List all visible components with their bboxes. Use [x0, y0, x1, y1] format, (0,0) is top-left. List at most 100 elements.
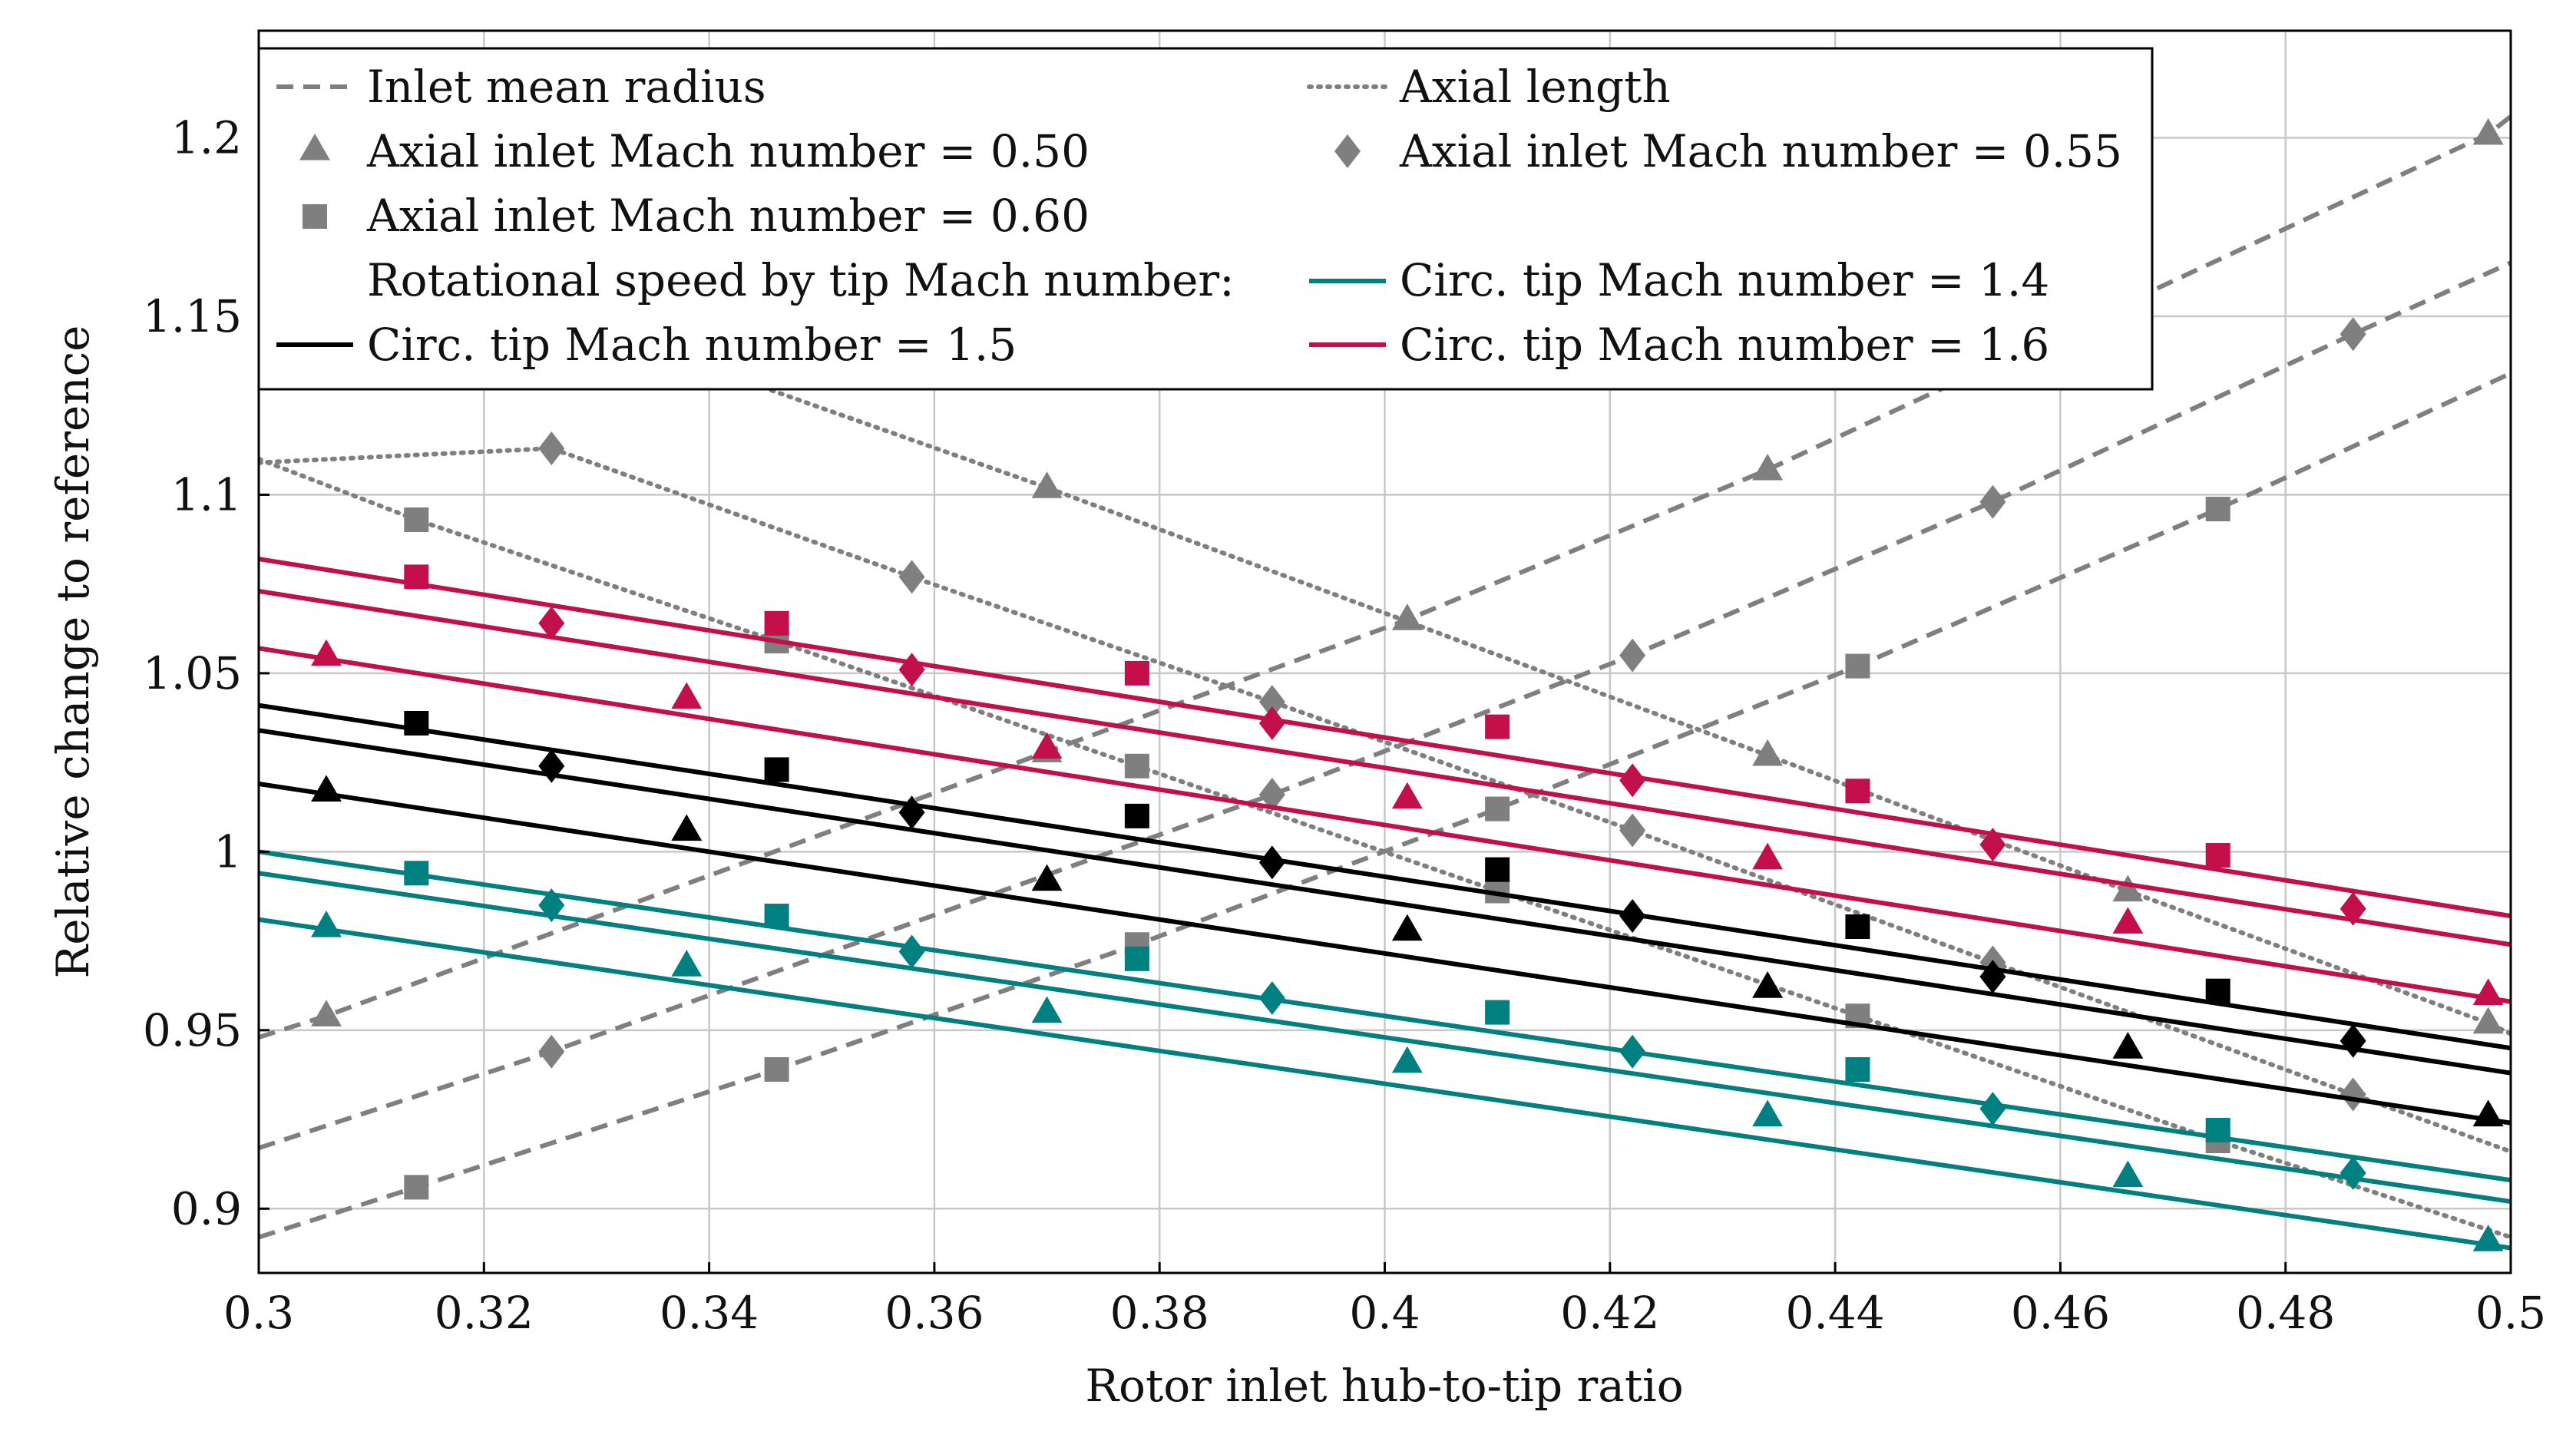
diamond-data-point [1258, 706, 1285, 740]
triangle-data-point [1391, 1046, 1423, 1073]
y-tick-label: 0.9 [171, 1182, 242, 1235]
square-data-point [764, 904, 789, 929]
square-data-point [404, 564, 429, 590]
triangle-data-point [2112, 874, 2144, 902]
square-data-point [2205, 978, 2230, 1003]
series-tip-14-mach-0.55 [259, 871, 2511, 1204]
diamond-data-point [898, 653, 925, 687]
square-data-point [404, 861, 429, 886]
diamond-data-point [1258, 685, 1285, 719]
y-tick-label: 1 [213, 825, 242, 878]
triangle-data-point [2472, 117, 2504, 145]
diamond-data-point [2340, 317, 2366, 352]
square-data-point [1485, 796, 1510, 821]
diamond-data-point [2340, 1077, 2366, 1112]
axis-ticks: 0.3 0.32 0.34 0.36 0.38 0.4 0.42 0.44 0.46 0.48 0.… [143, 111, 2546, 1339]
triangle-data-point [671, 950, 703, 977]
diamond-data-point [1619, 638, 1646, 673]
diamond-data-point [2340, 1155, 2366, 1190]
diamond-data-point [1258, 845, 1285, 880]
square-data-point [1124, 753, 1149, 779]
diamond-data-point [538, 1034, 565, 1069]
triangle-data-point [2112, 1032, 2144, 1059]
triangle-data-point [2472, 1099, 2504, 1127]
diamond-data-point [1258, 777, 1285, 812]
legend-label-tip-15: Circ. tip Mach number = 1.5 [367, 319, 1017, 371]
x-tick-label: 0.34 [660, 1287, 759, 1339]
legend-label-mach-060: Axial inlet Mach number = 0.60 [366, 190, 1090, 242]
y-tick-label: 1.2 [171, 111, 242, 164]
diamond-data-point [538, 749, 565, 783]
series-line [259, 557, 2511, 919]
square-data-point [1124, 946, 1149, 971]
series-line [259, 871, 2511, 1204]
series-tip-14-mach-0.60 [259, 849, 2511, 1183]
triangle-data-point [311, 775, 342, 802]
triangle-data-point [2472, 1007, 2504, 1034]
square-data-point [404, 710, 429, 736]
square-data-point [1485, 1000, 1510, 1025]
x-axis-label: Rotor inlet hub-to-tip ratio [1085, 1360, 1683, 1412]
square-data-point [764, 1056, 789, 1082]
series-tip-16-mach-0.60 [259, 557, 2511, 919]
series-line [259, 728, 2511, 1076]
x-tick-label: 0.32 [435, 1287, 534, 1339]
legend: Inlet mean radius Axial length Axial inl… [257, 47, 2154, 391]
square-data-point [1845, 914, 1870, 940]
triangle-data-point [1752, 453, 1784, 481]
x-tick-label: 0.38 [1110, 1287, 1209, 1339]
triangle-data-point [1391, 914, 1423, 941]
y-tick-label: 1.05 [143, 647, 242, 699]
diamond-data-point [2340, 1023, 2366, 1058]
series-tip-15-mach-0.60 [259, 702, 2511, 1051]
x-tick-label: 0.46 [2011, 1287, 2110, 1339]
y-tick-label: 0.95 [143, 1004, 242, 1056]
legend-square-marker [303, 204, 327, 229]
series-tip-16-mach-0.50 [259, 639, 2511, 1005]
legend-label-tip-14: Circ. tip Mach number = 1.4 [1400, 254, 2049, 306]
series-tip-15-mach-0.50 [259, 775, 2511, 1127]
diamond-data-point [898, 560, 925, 594]
series-tip-14-mach-0.50 [259, 911, 2511, 1251]
square-data-point [1845, 779, 1870, 804]
series-line [259, 445, 2511, 1154]
x-tick-label: 0.3 [223, 1287, 294, 1339]
square-data-point [404, 1175, 429, 1200]
series-inlet-mean-radius-mach-0.55 [259, 260, 2511, 1151]
triangle-data-point [311, 1000, 342, 1026]
y-tick-label: 1.1 [171, 468, 242, 521]
triangle-data-point [2472, 978, 2504, 1005]
diamond-data-point [2340, 891, 2366, 926]
diamond-data-point [898, 934, 925, 969]
square-data-point [404, 507, 429, 532]
x-tick-label: 0.5 [2475, 1287, 2546, 1339]
series-axial-length-mach-0.50 [259, 207, 2511, 1036]
triangle-data-point [311, 639, 342, 666]
square-data-point [2205, 497, 2230, 522]
legend-label-mach-050: Axial inlet Mach number = 0.50 [366, 125, 1090, 177]
triangle-data-point [2112, 1160, 2144, 1188]
series-line [259, 782, 2511, 1126]
series-line [259, 456, 2511, 1240]
square-data-point [1845, 1056, 1870, 1082]
triangle-data-point [1031, 471, 1063, 498]
triangle-data-point [1031, 732, 1063, 759]
square-data-point [1485, 714, 1510, 739]
legend-box [257, 47, 2154, 391]
square-data-point [1845, 653, 1870, 679]
x-tick-label: 0.36 [885, 1287, 984, 1339]
triangle-data-point [1752, 739, 1784, 766]
triangle-data-point [1752, 842, 1784, 870]
square-data-point [1124, 660, 1149, 686]
triangle-data-point [2112, 907, 2144, 934]
diamond-data-point [1619, 813, 1646, 848]
triangle-data-point [1752, 1099, 1784, 1127]
square-data-point [2205, 1118, 2230, 1143]
legend-label-rotational-header: Rotational speed by tip Mach number: [367, 254, 1235, 306]
series-line [259, 702, 2511, 1051]
series-line [259, 849, 2511, 1183]
legend-diamond-marker [1334, 134, 1361, 168]
series-line [259, 917, 2511, 1251]
square-data-point [1485, 857, 1510, 882]
series-tip-16-mach-0.55 [259, 589, 2511, 947]
